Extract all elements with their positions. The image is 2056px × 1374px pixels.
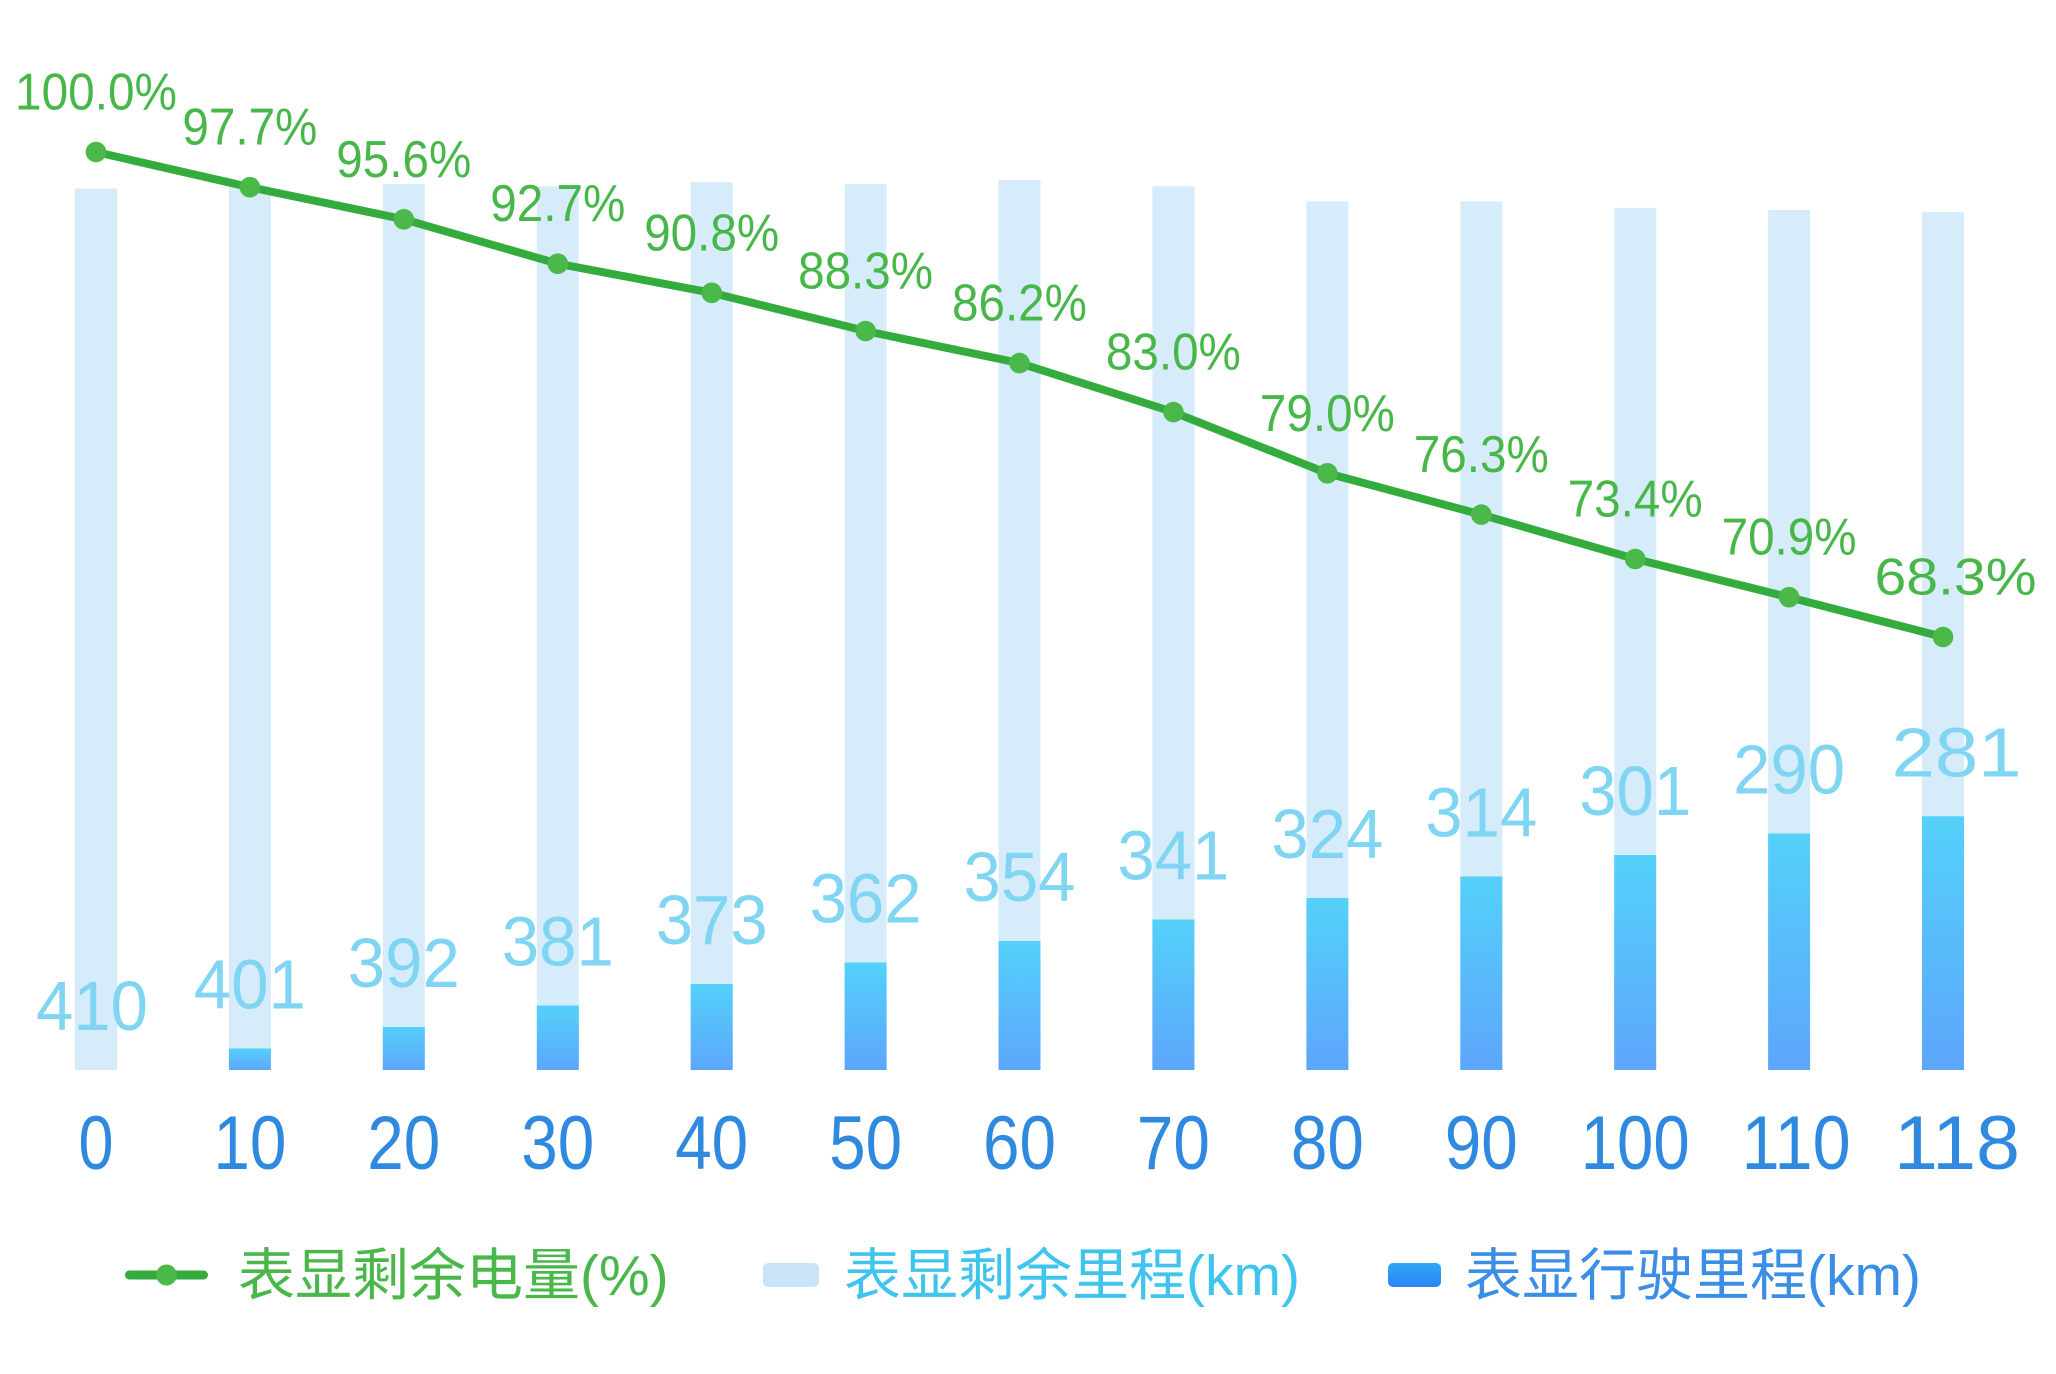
svg-text:(km): (km) [1807, 1244, 1921, 1308]
svg-text:362: 362 [810, 860, 922, 938]
svg-text:30: 30 [521, 1101, 594, 1186]
svg-text:373: 373 [656, 881, 768, 959]
svg-text:(%): (%) [580, 1244, 669, 1308]
svg-text:410: 410 [36, 967, 148, 1045]
svg-text:118: 118 [1894, 1101, 2020, 1186]
svg-text:401: 401 [194, 946, 306, 1024]
svg-text:79.0%: 79.0% [1260, 385, 1395, 443]
svg-text:324: 324 [1271, 795, 1383, 873]
svg-text:95.6%: 95.6% [336, 131, 471, 189]
svg-text:381: 381 [502, 903, 614, 981]
svg-text:100.0%: 100.0% [15, 64, 177, 122]
svg-text:392: 392 [348, 924, 460, 1002]
svg-text:92.7%: 92.7% [490, 175, 625, 233]
svg-text:0: 0 [79, 1101, 114, 1186]
svg-text:76.3%: 76.3% [1414, 426, 1549, 484]
svg-text:40: 40 [675, 1101, 748, 1186]
svg-text:354: 354 [964, 838, 1076, 916]
svg-text:314: 314 [1425, 774, 1537, 852]
svg-text:60: 60 [983, 1101, 1056, 1186]
svg-text:90.8%: 90.8% [644, 204, 779, 262]
svg-text:88.3%: 88.3% [798, 243, 933, 301]
svg-text:90: 90 [1445, 1101, 1518, 1186]
svg-text:290: 290 [1733, 731, 1845, 809]
svg-text:70.9%: 70.9% [1722, 509, 1857, 567]
svg-text:341: 341 [1117, 817, 1229, 895]
svg-text:281: 281 [1892, 713, 2022, 791]
svg-text:86.2%: 86.2% [952, 275, 1087, 333]
svg-text:20: 20 [367, 1101, 440, 1186]
svg-text:97.7%: 97.7% [182, 99, 317, 157]
svg-text:50: 50 [829, 1101, 902, 1186]
svg-text:70: 70 [1137, 1101, 1210, 1186]
svg-text:110: 110 [1742, 1101, 1851, 1186]
svg-text:(km): (km) [1186, 1244, 1300, 1308]
svg-text:73.4%: 73.4% [1568, 471, 1703, 529]
svg-text:301: 301 [1579, 752, 1691, 830]
svg-text:100: 100 [1581, 1101, 1690, 1186]
svg-text:83.0%: 83.0% [1106, 324, 1241, 382]
svg-text:10: 10 [213, 1101, 286, 1186]
svg-text:80: 80 [1291, 1101, 1364, 1186]
svg-text:68.3%: 68.3% [1875, 549, 2037, 607]
